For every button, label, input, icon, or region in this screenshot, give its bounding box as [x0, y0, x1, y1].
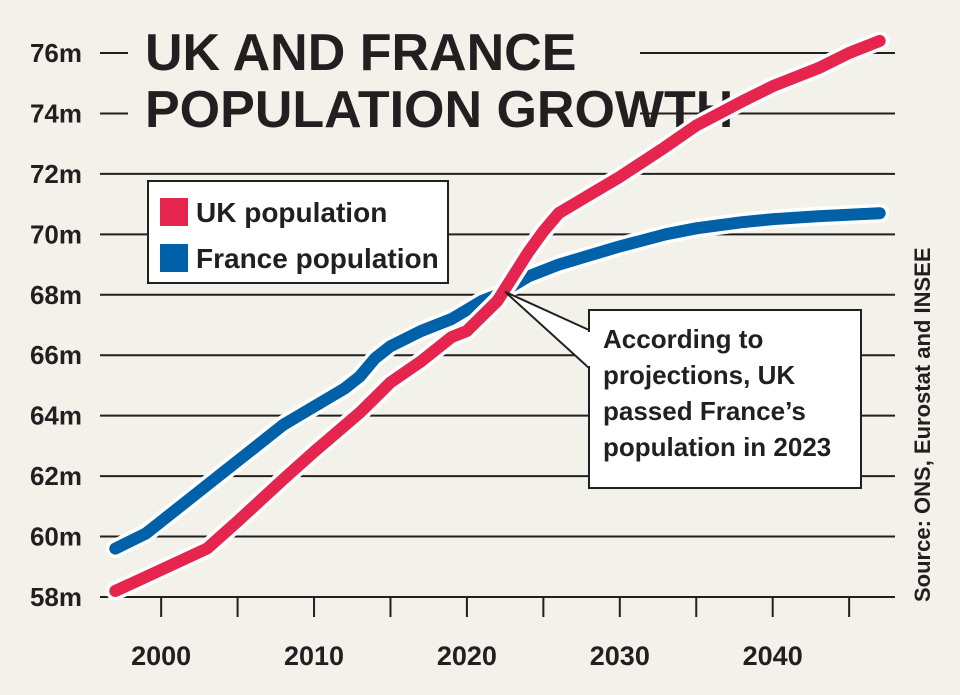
chart-title: UK AND FRANCE POPULATION GROWTH	[128, 20, 733, 139]
series-line-france	[109, 207, 886, 555]
y-tick-label: 66m	[30, 340, 82, 370]
x-tick-label: 2020	[437, 641, 497, 671]
y-tick-label: 72m	[30, 159, 82, 189]
title-line-2: POPULATION GROWTH	[145, 81, 733, 139]
y-axis-tick-labels: 58m 60m 62m 64m 66m 68m 70m 72m 74m 76m	[30, 38, 82, 612]
legend-label-france: France population	[196, 243, 439, 274]
annotation-callout: According to projections, UK passed Fran…	[504, 290, 862, 489]
y-tick-label: 70m	[30, 219, 82, 249]
legend-box	[147, 180, 449, 284]
x-tick-label: 2030	[590, 641, 650, 671]
x-tick-label: 2000	[131, 641, 191, 671]
x-axis-tick-labels: 2000 2010 2020 2030 2040	[131, 641, 803, 671]
y-tick-label: 74m	[30, 98, 82, 128]
y-tick-label: 68m	[30, 280, 82, 310]
x-axis	[100, 596, 895, 617]
y-tick-label: 64m	[30, 401, 82, 431]
y-tick-label: 60m	[30, 522, 82, 552]
legend-swatch-uk	[160, 198, 188, 226]
callout-line-1: According to	[603, 324, 763, 354]
y-tick-label: 62m	[30, 461, 82, 491]
legend: UK population France population	[147, 180, 449, 284]
y-tick-label: 76m	[30, 38, 82, 68]
callout-box	[588, 309, 862, 489]
y-tick-label: 58m	[30, 582, 82, 612]
series-line-uk	[109, 34, 886, 597]
series-lines	[105, 31, 890, 601]
callout-line-4: population in 2023	[603, 432, 831, 462]
callout-line-3: passed France’s	[603, 396, 806, 426]
title-line-1: UK AND FRANCE	[145, 24, 576, 82]
callout-line-2: projections, UK	[603, 360, 795, 390]
title-backdrop	[128, 20, 640, 138]
legend-label-uk: UK population	[196, 197, 387, 228]
x-tick-label: 2040	[743, 641, 803, 671]
x-tick-label: 2010	[284, 641, 344, 671]
source-credit: Source: ONS, Eurostat and INSEE	[910, 247, 935, 602]
legend-swatch-france	[160, 244, 188, 272]
